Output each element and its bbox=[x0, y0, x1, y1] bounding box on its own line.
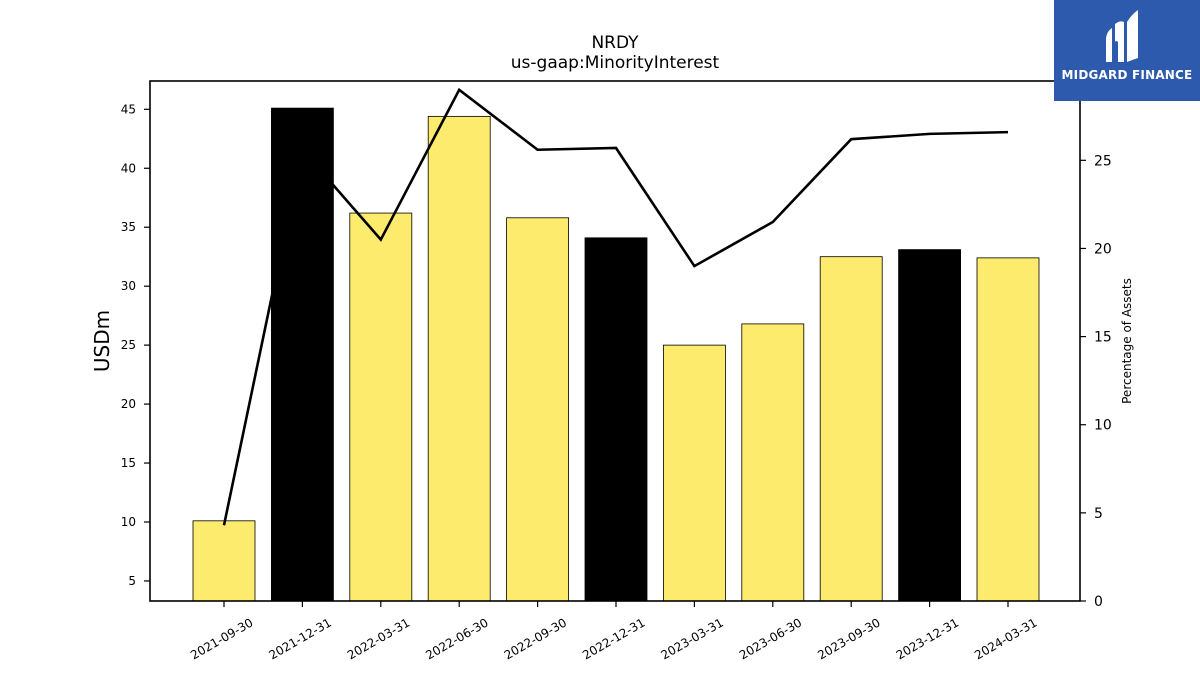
x-tick-label: 2021-12-31 bbox=[266, 615, 333, 662]
y2-tick-label: 10 bbox=[1094, 418, 1112, 434]
bar-2022-03-31 bbox=[350, 213, 412, 601]
bars-layer bbox=[193, 108, 1039, 601]
bar-2023-09-30 bbox=[820, 257, 882, 601]
x-tick-label: 2022-12-31 bbox=[580, 615, 647, 662]
y-tick-label: 25 bbox=[121, 338, 136, 352]
y-tick-label: 35 bbox=[121, 220, 136, 234]
y-tick-label: 30 bbox=[121, 279, 136, 293]
chart-subtitle: us-gaap:MinorityInterest bbox=[511, 53, 720, 73]
x-tick-label: 2023-03-31 bbox=[658, 615, 725, 662]
bar-2021-12-31 bbox=[271, 108, 333, 601]
chart-title: NRDY bbox=[591, 33, 639, 53]
bar-2023-03-31 bbox=[663, 345, 725, 601]
bar-2022-09-30 bbox=[507, 218, 569, 601]
bar-2024-03-31 bbox=[977, 258, 1039, 601]
bar-2022-12-31 bbox=[585, 238, 647, 601]
x-tick-label: 2023-09-30 bbox=[815, 615, 882, 662]
y-tick-label: 10 bbox=[121, 515, 136, 529]
x-tick-label: 2024-03-31 bbox=[972, 615, 1039, 662]
y2-tick-label: 0 bbox=[1094, 594, 1103, 610]
y2-tick-label: 5 bbox=[1094, 506, 1103, 522]
y2-tick-label: 15 bbox=[1094, 330, 1112, 346]
x-tick-label: 2022-03-31 bbox=[345, 615, 412, 662]
bar-2023-06-30 bbox=[742, 324, 804, 601]
bar-2022-06-30 bbox=[428, 116, 490, 601]
y2-tick-label: 20 bbox=[1094, 241, 1112, 257]
x-tick-label: 2022-09-30 bbox=[502, 615, 569, 662]
y-tick-label: 20 bbox=[121, 397, 136, 411]
y-axis-label: USDm bbox=[90, 310, 114, 372]
y-tick-label: 45 bbox=[121, 102, 136, 116]
y-tick-label: 40 bbox=[121, 161, 136, 175]
midgard-logo-icon bbox=[1054, 0, 1200, 70]
x-tick-label: 2022-06-30 bbox=[423, 615, 490, 662]
bar-2021-09-30 bbox=[193, 521, 255, 601]
bar-2023-12-31 bbox=[899, 250, 961, 601]
y-tick-label: 5 bbox=[128, 574, 136, 588]
x-tick-label: 2023-06-30 bbox=[737, 615, 804, 662]
y2-tick-label: 25 bbox=[1094, 153, 1112, 169]
brand-name: MIDGARD FINANCE bbox=[1054, 68, 1200, 82]
brand-logo: MIDGARD FINANCE bbox=[1054, 0, 1200, 101]
x-tick-label: 2023-12-31 bbox=[894, 615, 961, 662]
y-tick-label: 15 bbox=[121, 456, 136, 470]
y2-axis-label: Percentage of Assets bbox=[1120, 278, 1134, 404]
x-tick-label: 2021-09-30 bbox=[188, 615, 255, 662]
